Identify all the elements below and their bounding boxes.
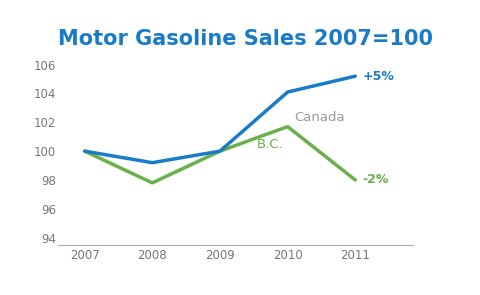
Text: Canada: Canada [294, 111, 345, 124]
Text: B.C.: B.C. [257, 138, 284, 151]
Text: +5%: +5% [362, 70, 394, 83]
Text: -2%: -2% [362, 173, 389, 186]
Text: Motor Gasoline Sales 2007=100: Motor Gasoline Sales 2007=100 [58, 29, 432, 49]
